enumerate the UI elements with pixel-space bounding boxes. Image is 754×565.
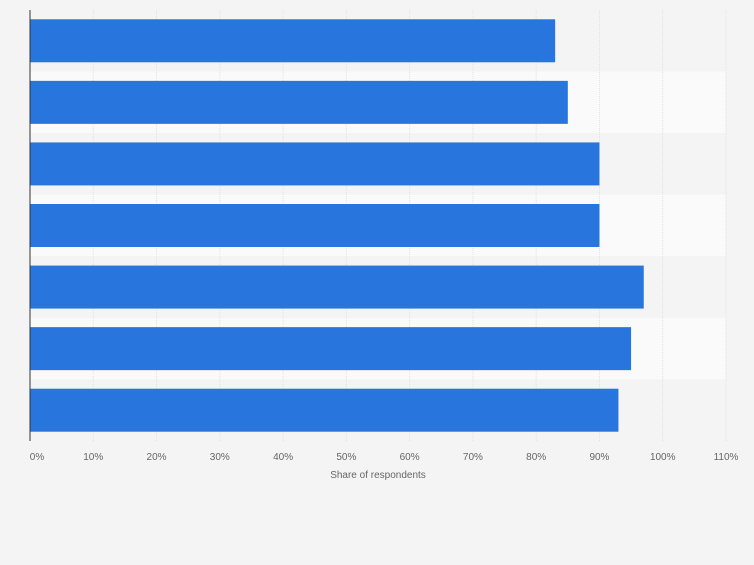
x-tick-label: 40% bbox=[273, 452, 293, 463]
bar[interactable] bbox=[30, 388, 619, 432]
x-tick-label: 70% bbox=[463, 452, 483, 463]
x-tick-labels: 0% 10% 20% 30% 40% 50% 60% 70% 80% 90% 100% 110% bbox=[30, 452, 739, 463]
x-tick-label: 30% bbox=[210, 452, 230, 463]
x-tick-label: 20% bbox=[147, 452, 167, 463]
bars bbox=[30, 19, 644, 432]
x-tick-label: 90% bbox=[589, 452, 609, 463]
bar[interactable] bbox=[30, 142, 600, 186]
bar[interactable] bbox=[30, 19, 556, 63]
x-tick-label: 0% bbox=[30, 452, 45, 463]
x-tick-label: 110% bbox=[714, 452, 739, 463]
x-tick-label: 100% bbox=[650, 452, 676, 463]
x-tick-label: 80% bbox=[526, 452, 546, 463]
bar[interactable] bbox=[30, 204, 600, 247]
bar[interactable] bbox=[30, 327, 632, 371]
x-tick-label: 10% bbox=[83, 452, 103, 463]
x-axis-label: Share of respondents bbox=[330, 470, 426, 481]
x-tick-label: 60% bbox=[400, 452, 420, 463]
bar[interactable] bbox=[30, 80, 568, 124]
bar[interactable] bbox=[30, 265, 644, 309]
x-tick-label: 50% bbox=[336, 452, 356, 463]
